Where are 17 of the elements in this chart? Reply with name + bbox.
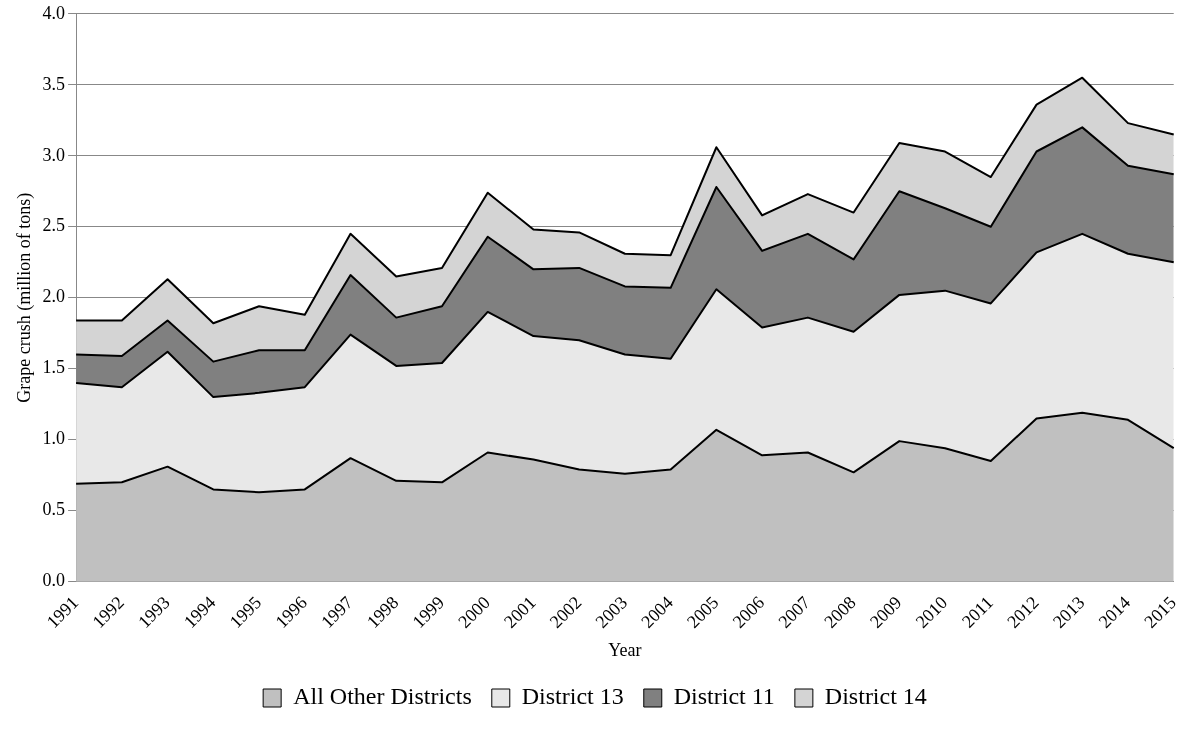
legend-label: All Other Districts — [293, 683, 472, 710]
y-tick-label: 2.5 — [42, 215, 66, 236]
legend-label: District 14 — [824, 683, 927, 710]
y-tick-label: 1.5 — [42, 357, 66, 378]
x-tick-label: 1991 — [42, 592, 83, 632]
y-tick-label: 1.0 — [42, 428, 66, 449]
x-axis-title: Year — [608, 639, 642, 660]
y-tick-label: 3.0 — [42, 144, 66, 165]
y-axis-title: Grape crush (million of tons) — [13, 192, 35, 403]
legend-label: District 11 — [673, 683, 775, 710]
x-tick-label: 2011 — [957, 592, 997, 632]
y-tick-label: 2.0 — [42, 286, 66, 307]
y-tick-label: 0.0 — [42, 570, 66, 591]
y-tick-label: 3.5 — [42, 73, 66, 94]
y-tick-label: 4.0 — [42, 2, 66, 23]
legend-label: District 13 — [521, 683, 624, 710]
y-tick-label: 0.5 — [42, 499, 66, 520]
